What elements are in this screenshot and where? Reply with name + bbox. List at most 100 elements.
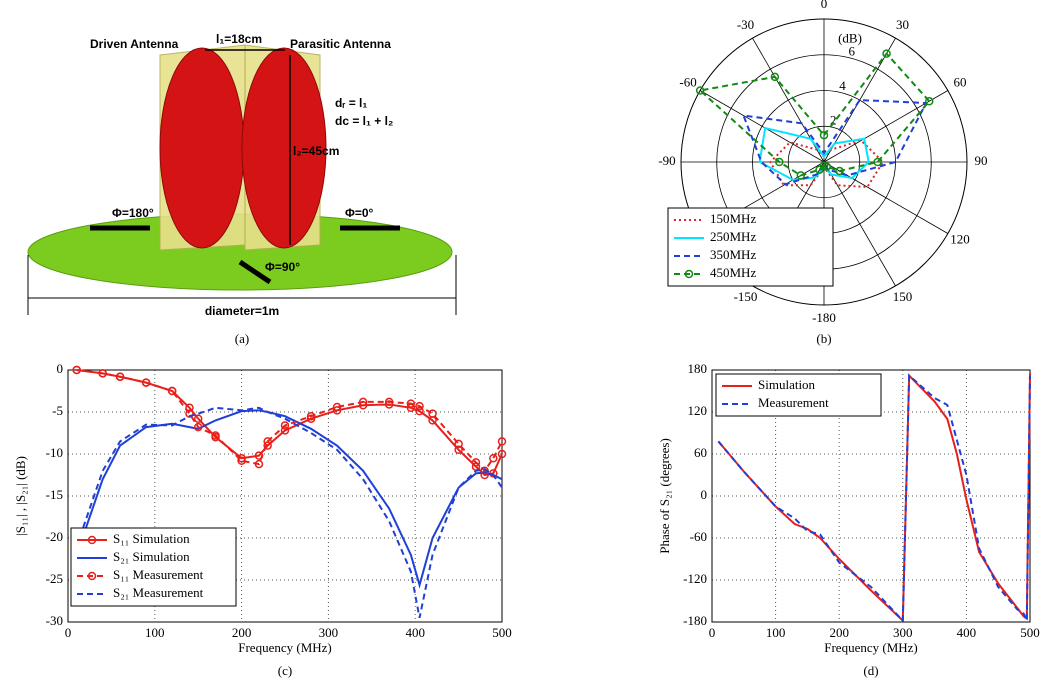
label: l₁=18cm xyxy=(216,32,262,46)
panel-a: Driven Antenna Parasitic Antenna l₁=18cm… xyxy=(27,32,457,346)
marker xyxy=(280,421,290,430)
marker xyxy=(263,441,272,450)
x-tick-label: 100 xyxy=(145,625,165,640)
marker xyxy=(497,449,507,459)
marker xyxy=(775,157,784,167)
marker xyxy=(185,403,194,413)
y-axis-label: |S₁₁| , |S₂₁| (dB) xyxy=(13,456,28,536)
marker xyxy=(211,431,220,440)
legend-box xyxy=(715,373,882,417)
marker xyxy=(471,458,481,467)
spoke xyxy=(699,90,825,163)
theta-tick-label: -90 xyxy=(658,153,675,168)
legend-label: 150MHz xyxy=(710,211,756,226)
x-tick-label: 0 xyxy=(709,625,716,640)
marker xyxy=(72,365,81,375)
parasitic-antenna xyxy=(241,47,327,249)
x-axis-label: Frequency (MHz) xyxy=(238,640,332,655)
y-tick-label: -5 xyxy=(52,403,63,418)
theta-tick-label: 150 xyxy=(893,289,913,304)
theta-tick-label: 0 xyxy=(821,0,828,11)
marker xyxy=(193,414,203,423)
arrow xyxy=(90,225,400,285)
spoke xyxy=(823,37,896,163)
marker xyxy=(193,422,203,432)
label: dᵣ = l₁ xyxy=(335,96,367,110)
y-tick-label: 180 xyxy=(688,361,708,376)
marker xyxy=(306,411,316,421)
marker xyxy=(815,165,824,174)
driven-antenna xyxy=(159,47,245,249)
legend-label: 350MHz xyxy=(710,247,756,262)
y-tick-label: -20 xyxy=(46,529,63,544)
x-tick-label: 500 xyxy=(1020,625,1040,640)
legend-label: Simulation xyxy=(758,377,816,392)
legend-label: 250MHz xyxy=(710,229,756,244)
legend-label: 450MHz xyxy=(710,265,756,280)
marker xyxy=(489,453,498,463)
y-tick-label: -25 xyxy=(46,571,63,586)
r-tick-label: 4 xyxy=(839,78,846,93)
label: Φ=0° xyxy=(345,206,374,220)
marker xyxy=(332,406,342,415)
series-line xyxy=(717,373,1031,624)
r-tick-label: 6 xyxy=(849,43,856,58)
marker xyxy=(873,157,882,167)
theta-tick-label: -60 xyxy=(679,74,696,89)
x-tick-label: 400 xyxy=(957,625,977,640)
x-tick-label: 400 xyxy=(405,625,425,640)
series-line xyxy=(75,406,503,619)
label: dc = l₁ + l₂ xyxy=(335,114,393,128)
marker xyxy=(141,378,151,387)
marker xyxy=(454,445,463,455)
x-tick-label: 300 xyxy=(893,625,913,640)
spoke xyxy=(823,161,896,287)
marker xyxy=(819,130,829,140)
caption: (a) xyxy=(235,331,249,346)
x-tick-label: 100 xyxy=(766,625,786,640)
y-tick-label: -10 xyxy=(46,445,63,460)
marker xyxy=(796,171,806,180)
x-tick-label: 200 xyxy=(829,625,849,640)
plot-frame xyxy=(67,369,503,623)
label: Φ=90° xyxy=(265,260,300,274)
y-tick-label: -120 xyxy=(683,571,707,586)
label: l₂=45cm xyxy=(293,144,339,158)
r-axis-label: (dB) xyxy=(838,31,862,46)
label: Φ=180° xyxy=(112,206,154,220)
plot-frame xyxy=(711,369,1031,623)
x-tick-label: 200 xyxy=(232,625,252,640)
theta-tick-label: -150 xyxy=(734,289,758,304)
label: Parasitic Antenna xyxy=(290,37,391,51)
marker xyxy=(263,437,272,446)
marker xyxy=(98,369,107,378)
y-axis-label: Phase of S₂₁ (degrees) xyxy=(657,438,672,554)
y-tick-label: 0 xyxy=(701,487,708,502)
y-tick-label: -60 xyxy=(690,529,707,544)
series-line xyxy=(717,373,1031,623)
legend-label: S₂₁ Simulation xyxy=(113,549,190,564)
theta-tick-label: 30 xyxy=(896,17,909,32)
y-tick-label: 0 xyxy=(57,361,64,376)
marker xyxy=(415,406,424,416)
legend-marker xyxy=(87,571,97,581)
marker xyxy=(428,409,437,418)
legend-label: S₁₁ Measurement xyxy=(113,567,204,582)
pattern-line xyxy=(697,52,931,177)
y-tick-label: 120 xyxy=(688,403,708,418)
legend-label: S₂₁ Measurement xyxy=(113,585,204,600)
x-tick-label: 0 xyxy=(65,625,72,640)
y-tick-label: -30 xyxy=(46,613,63,628)
marker xyxy=(454,439,463,449)
marker xyxy=(835,166,844,176)
legend-label: S₁₁ Simulation xyxy=(113,531,190,546)
theta-tick-label: 120 xyxy=(950,231,970,246)
marker xyxy=(770,72,780,82)
marker xyxy=(925,96,934,106)
marker xyxy=(415,401,424,411)
caption: (c) xyxy=(278,663,292,678)
marker xyxy=(280,426,290,435)
marker xyxy=(384,397,394,407)
pattern-line xyxy=(758,126,870,181)
